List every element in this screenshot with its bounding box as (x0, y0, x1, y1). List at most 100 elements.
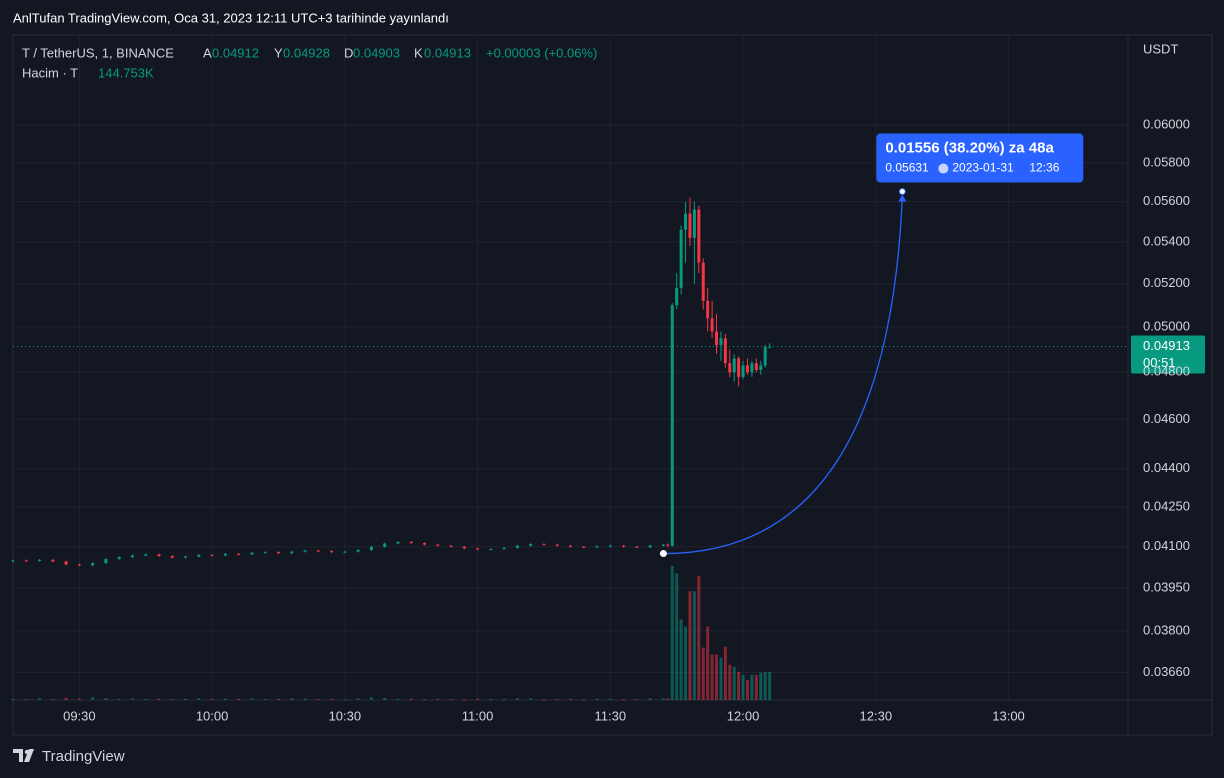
volume-bar (422, 699, 426, 700)
candle-body (715, 331, 719, 345)
close-key: K (414, 45, 423, 60)
x-tick-label: 09:30 (63, 708, 96, 723)
volume-bar (24, 699, 28, 700)
volume-bar (737, 671, 741, 700)
candle-body (144, 554, 148, 556)
x-tick-label: 12:00 (727, 708, 760, 723)
forecast-curve (663, 195, 903, 555)
candle-body (210, 554, 214, 556)
volume-bar (715, 654, 719, 700)
candle-body (675, 287, 679, 306)
candle-body (732, 358, 736, 373)
candle-body (723, 338, 727, 364)
published: AnlTufan TradingView.com, Oca 31, 2023 1… (13, 10, 449, 25)
volume-bar (661, 698, 665, 700)
price-label-box (1131, 335, 1205, 374)
candle-body (582, 546, 586, 548)
footer-brand: TradingView (42, 748, 125, 765)
close-value: 0.04913 (424, 45, 471, 60)
volume-bar (210, 699, 214, 700)
volume-bar (529, 698, 533, 700)
volume-bar (679, 619, 683, 700)
candle-body (436, 544, 440, 546)
candle-body (250, 552, 254, 555)
candle-body (38, 559, 42, 561)
candle-body (276, 552, 280, 554)
volume-bar (688, 591, 692, 700)
candle-body (91, 563, 95, 566)
currency: USDT (1143, 41, 1178, 56)
candle-body (741, 365, 745, 377)
volume-bar (303, 698, 307, 700)
volume-bar (710, 654, 714, 700)
candle-body (316, 550, 320, 552)
candle-body (64, 561, 68, 565)
candle-body (409, 541, 413, 544)
volume-bar (622, 699, 626, 700)
volume-bar (316, 699, 320, 700)
candle-body (330, 551, 334, 553)
volume-bar (741, 674, 745, 700)
volume-bar (745, 679, 749, 700)
volume-bar (409, 698, 413, 700)
candle-body (449, 545, 453, 547)
candle-body (489, 548, 493, 550)
symbol: T / TetherUS, 1, BINANCE (22, 45, 174, 60)
y-tick-label: 0.05600 (1143, 193, 1190, 208)
volume-bar (719, 657, 723, 700)
candle-body (608, 545, 612, 547)
volume-bar (64, 697, 68, 700)
candle-body (595, 546, 599, 548)
candle-body (737, 358, 741, 377)
candle-body (422, 543, 426, 545)
x-tick-label: 13:00 (992, 708, 1025, 723)
volume-bar (91, 697, 95, 700)
y-tick-label: 0.05000 (1143, 319, 1190, 334)
candle-body (648, 545, 652, 548)
volume-title: Hacim · T (22, 65, 78, 80)
volume-bar (343, 699, 347, 700)
volume-bar (276, 698, 280, 700)
y-tick-label: 0.06000 (1143, 117, 1190, 132)
volume-bar (51, 699, 55, 700)
countdown: 00:51 (1143, 355, 1176, 370)
volume-bar (750, 674, 754, 700)
candle-body (77, 564, 81, 566)
volume-bar (542, 699, 546, 700)
forecast-end (898, 188, 906, 196)
candle-body (750, 363, 754, 373)
candle-body (670, 305, 674, 546)
volume-value: 144.753K (98, 65, 154, 80)
candle-body (692, 209, 696, 238)
candle-body (476, 548, 480, 550)
volume-bar (684, 626, 688, 700)
candle-body (697, 209, 701, 263)
candle-body (706, 300, 710, 319)
candle-body (157, 554, 161, 556)
forecast-headline: 0.01556 (38.20%) za 48a (885, 140, 1054, 157)
volume-bar (223, 698, 227, 700)
x-tick-label: 10:30 (329, 708, 362, 723)
candle-body (130, 555, 134, 558)
volume-bar (170, 699, 174, 700)
open-key: A (203, 45, 212, 60)
candle-body (303, 550, 307, 552)
volume-bar (144, 699, 148, 700)
logo: TradingView (13, 748, 125, 765)
volume-bar (290, 698, 294, 700)
volume-bar (369, 697, 373, 700)
high-value: 0.04928 (283, 45, 330, 60)
candle-body (719, 338, 723, 345)
y-tick-label: 0.05800 (1143, 154, 1190, 169)
volume-bar (396, 698, 400, 700)
candle-body (710, 318, 714, 332)
candle-body (569, 545, 572, 547)
volume-bar (462, 699, 466, 700)
change: +0.00003 (+0.06%) (486, 45, 597, 60)
y-tick-label: 0.04250 (1143, 498, 1190, 513)
x-tick-label: 11:30 (595, 708, 627, 723)
y-tick-label: 0.04100 (1143, 538, 1190, 553)
volume-bar (449, 699, 453, 700)
candle-body (529, 544, 533, 546)
forecast-time: 12:36 (1029, 161, 1059, 175)
